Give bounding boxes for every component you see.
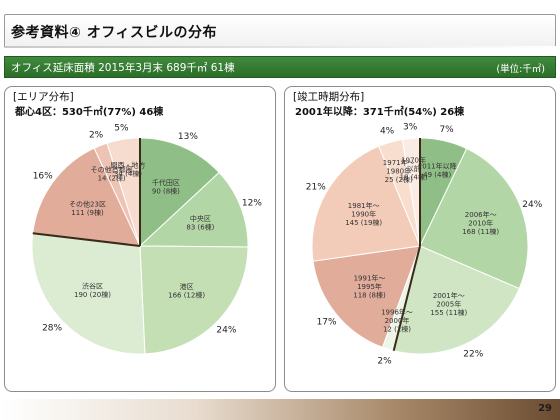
construction-period-panel: [竣工時期分布] 2001年以降：371千㎡(54%) 26棟 2011年以降 4…: [284, 86, 556, 392]
slice-label: 2005年: [436, 300, 461, 309]
percent-label: 22%: [463, 350, 483, 360]
title-box: 参考資料④ オフィスビルの分布: [4, 14, 557, 48]
percent-label: 24%: [216, 325, 236, 335]
slice-label: 渋谷区: [82, 281, 103, 290]
summary-bar: オフィス延床面積 2015年3月末 689千㎡ 61棟 (単位:千㎡): [4, 56, 556, 78]
slice-label: 49 (4棟): [423, 170, 451, 179]
slice-label: 1995年: [357, 282, 382, 291]
percent-label: 2%: [377, 357, 392, 367]
pie-slice: [393, 245, 520, 355]
group-boundary-line: [392, 245, 421, 351]
slice-label: 1981年～: [348, 201, 380, 210]
slice-label: 18 (4棟): [400, 173, 428, 182]
page-title: 参考資料④ オフィスビルの分布: [11, 25, 217, 41]
slice-label: 111 (9棟): [71, 208, 104, 217]
slice-label: 1970年: [401, 156, 426, 165]
slice-label: その他首都圏: [91, 165, 133, 174]
slice-label: 34 (4棟): [114, 169, 142, 178]
slice-label: 2010年: [468, 219, 493, 228]
slice-label: 166 (12棟): [168, 291, 205, 300]
slice-label: 145 (19棟): [345, 218, 382, 227]
pie-slice: [419, 147, 529, 290]
percent-label: 17%: [317, 317, 337, 327]
slice-label: 中央区: [190, 214, 211, 223]
slice-label: 以前: [407, 164, 421, 173]
slice-label: 関西・地方: [111, 160, 146, 169]
pie-slice: [32, 147, 141, 247]
slice-label: 1971年～: [383, 158, 415, 167]
title-underline: [5, 46, 557, 48]
unit-label: (単位:千㎡): [496, 64, 545, 75]
percent-label: 28%: [42, 324, 62, 334]
slice-label: 14 (2棟): [98, 173, 126, 182]
slice-label: 1991年～: [354, 274, 386, 283]
slice-label: 1996年～: [381, 307, 413, 316]
slice-label: 2001年～: [433, 291, 465, 300]
group-boundary-line: [32, 232, 141, 247]
pie-slice: [138, 171, 249, 248]
percent-label: 21%: [306, 183, 326, 193]
pie-slice: [311, 145, 421, 262]
percent-label: 13%: [178, 132, 198, 142]
footer-bar: 29: [0, 399, 560, 420]
panel-heading: [エリア分布]: [13, 91, 74, 103]
slice-label: 港区: [180, 282, 194, 291]
slice-label: 1990年: [351, 209, 376, 218]
slice-label: 25 (2棟): [385, 175, 413, 184]
percent-label: 2%: [89, 130, 104, 140]
slice-label: 83 (6棟): [186, 222, 214, 231]
slice-label: 168 (11棟): [462, 227, 499, 236]
percent-label: 5%: [114, 123, 129, 133]
percent-label: 4%: [380, 127, 395, 137]
slice-label: 155 (11棟): [430, 308, 467, 317]
slice-label: 118 (8棟): [353, 291, 386, 300]
percent-label: 24%: [522, 200, 542, 210]
pie-slice: [31, 232, 146, 355]
area-distribution-panel: [エリア分布] 都心4区：530千㎡(77%) 46棟 千代田区 90 (8棟) 1…: [4, 86, 276, 392]
panel-heading: [竣工時期分布]: [293, 91, 365, 103]
panel-subtitle: 2001年以降：371千㎡(54%) 26棟: [295, 107, 465, 118]
slice-label: 12 (2棟): [383, 324, 411, 333]
panel-subtitle: 都心4区：530千㎡(77%) 46棟: [15, 107, 164, 118]
percent-label: 3%: [403, 122, 418, 132]
slice-label: 1980年: [386, 167, 411, 176]
slice-label: 千代田区: [152, 178, 180, 187]
slice-label: 190 (20棟): [74, 290, 111, 299]
summary-text: オフィス延床面積 2015年3月末 689千㎡ 61棟: [11, 62, 235, 74]
slice-label: その他23区: [69, 199, 106, 208]
pie-slice: [139, 245, 249, 355]
slice-label: 90 (8棟): [152, 186, 180, 195]
percent-label: 7%: [439, 125, 454, 135]
percent-label: 12%: [242, 199, 262, 209]
pie-slice: [312, 245, 421, 348]
page-number: 29: [538, 403, 552, 414]
slice-label: 2011年以降: [418, 161, 457, 170]
slice-label: 2006年～: [465, 210, 497, 219]
pie-slice: [139, 137, 220, 248]
percent-label: 16%: [33, 172, 53, 182]
slice-label: 2000年: [385, 316, 410, 325]
